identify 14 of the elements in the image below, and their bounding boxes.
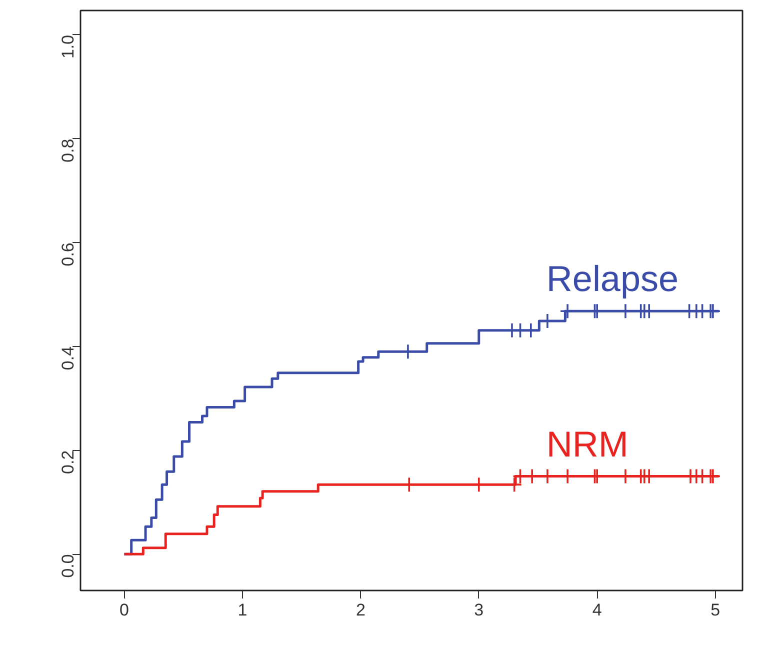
y-tick-label: 0.2 [58,450,78,474]
y-tick-label: 0.6 [58,242,78,266]
x-tick-label: 4 [592,600,602,620]
x-tick-label: 2 [356,600,366,620]
x-tick-label: 0 [120,600,129,620]
series-label: Relapse [546,258,679,300]
y-tick-label: 1.0 [58,34,78,59]
series-label: NRM [546,423,628,464]
x-tick-label: 3 [474,600,484,620]
y-tick-label: 0.0 [58,554,78,578]
x-tick-label: 1 [238,600,248,620]
x-tick-label: 5 [710,600,720,620]
y-tick-label: 0.8 [58,138,78,162]
y-tick-label: 0.4 [58,346,78,370]
